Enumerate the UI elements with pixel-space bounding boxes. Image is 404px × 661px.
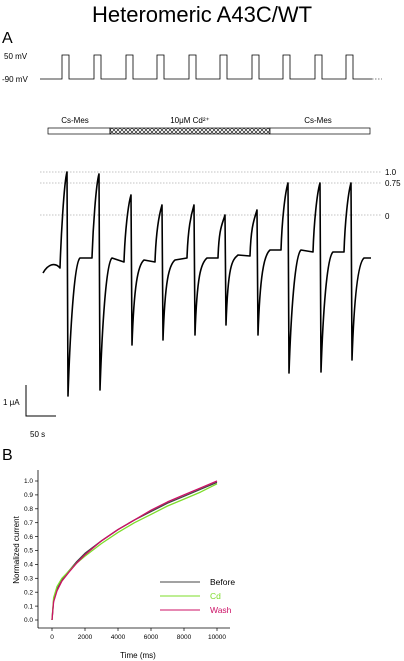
y-tick-label: 0.3 (24, 576, 33, 583)
x-tick-label: 8000 (177, 634, 192, 641)
x-tick-label: 0 (50, 634, 54, 641)
solution-bar-left (47, 127, 111, 135)
legend-label-cd: Cd (210, 591, 221, 601)
scale-bar (25, 385, 56, 417)
y-tick-label: 0.2 (24, 589, 33, 596)
scale-time-label: 50 s (30, 430, 45, 439)
panel-b-label: B (2, 447, 13, 464)
legend-label-before: Before (210, 577, 235, 587)
voltage-protocol-trace (40, 54, 382, 80)
voltage-protocol-path (40, 54, 372, 80)
y-tick-label: 0.9 (24, 492, 33, 499)
y-tick-label: 0.4 (24, 562, 33, 569)
level-label-075: 0.75 (385, 179, 401, 188)
voltage-high-label: 50 mV (4, 52, 28, 61)
y-tick-label: 0.6 (24, 534, 33, 541)
figure-title: Heteromeric A43C/WT (92, 2, 312, 27)
solution-left-label: Cs-Mes (61, 116, 89, 125)
voltage-low-label: -90 mV (2, 75, 28, 84)
scale-current-label: 1 μA (3, 398, 20, 407)
x-axis-label: Time (ms) (120, 651, 156, 660)
current-trace (42, 171, 371, 397)
legend-label-wash: Wash (210, 605, 232, 615)
y-tick-label: 0.5 (24, 548, 33, 555)
panel-a-label: A (2, 30, 13, 47)
normalized-current-plot: 0 2000 4000 6000 8000 10000 0.0 0.1 0.2 0.3 0.4 0.5… (12, 470, 235, 660)
x-tick-label: 4000 (111, 634, 126, 641)
solution-right-label: Cs-Mes (304, 116, 332, 125)
level-label-1: 1.0 (385, 168, 397, 177)
y-tick-label: 0.0 (24, 617, 33, 624)
solution-bar-cadmium (109, 127, 271, 135)
x-tick-label: 6000 (144, 634, 159, 641)
series-line-wash (51, 480, 218, 621)
plot-axes: 0 2000 4000 6000 8000 10000 0.0 0.1 0.2 0.3 0.4 0.5… (24, 470, 230, 641)
y-tick-label: 0.8 (24, 506, 33, 513)
x-tick-label: 2000 (78, 634, 93, 641)
y-tick-label: 0.7 (24, 520, 33, 527)
level-label-0: 0 (385, 212, 390, 221)
series-line-cd (51, 483, 218, 621)
y-tick-label: 1.0 (24, 478, 33, 485)
y-tick-label: 0.1 (24, 603, 33, 610)
x-tick-label: 10000 (208, 634, 226, 641)
solution-bar-right (269, 127, 371, 135)
solution-middle-label: 10μM Cd²⁺ (170, 116, 210, 125)
plot-legend: Before Cd Wash (160, 577, 235, 615)
series-line-before (51, 481, 218, 621)
y-axis-label: Normalized current (12, 515, 21, 583)
plot-series (51, 480, 218, 621)
